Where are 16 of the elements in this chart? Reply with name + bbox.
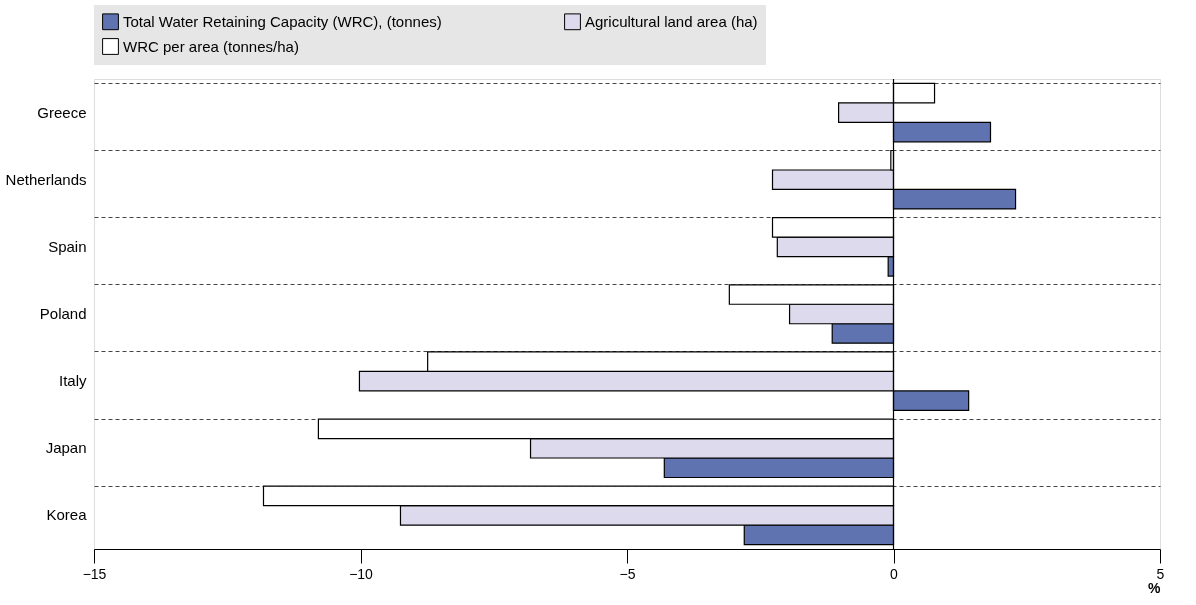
y-tick-label: Spain	[48, 237, 87, 255]
legend-label: Total Water Retaining Capacity (WRC), (tonnes)	[123, 12, 442, 30]
y-tick-label: Poland	[39, 305, 87, 322]
y-tick-label: Greece	[37, 103, 87, 121]
y-tick-label: Korea	[46, 506, 88, 524]
legend-label: Agricultural land area (ha)	[585, 12, 758, 30]
x-axis-title: %	[1148, 579, 1162, 596]
x-tick-label: −10	[349, 565, 374, 582]
x-tick-label: 5	[1156, 565, 1165, 582]
y-tick-label: Japan	[45, 439, 87, 457]
x-tick-label: 0	[890, 565, 899, 582]
x-tick-label: −5	[619, 565, 636, 582]
y-tick-label: Italy	[58, 372, 87, 390]
x-tick-label: −15	[82, 565, 107, 582]
legend-label: WRC per area (tonnes/ha)	[123, 37, 299, 55]
y-tick-label: Netherlands	[5, 170, 87, 188]
